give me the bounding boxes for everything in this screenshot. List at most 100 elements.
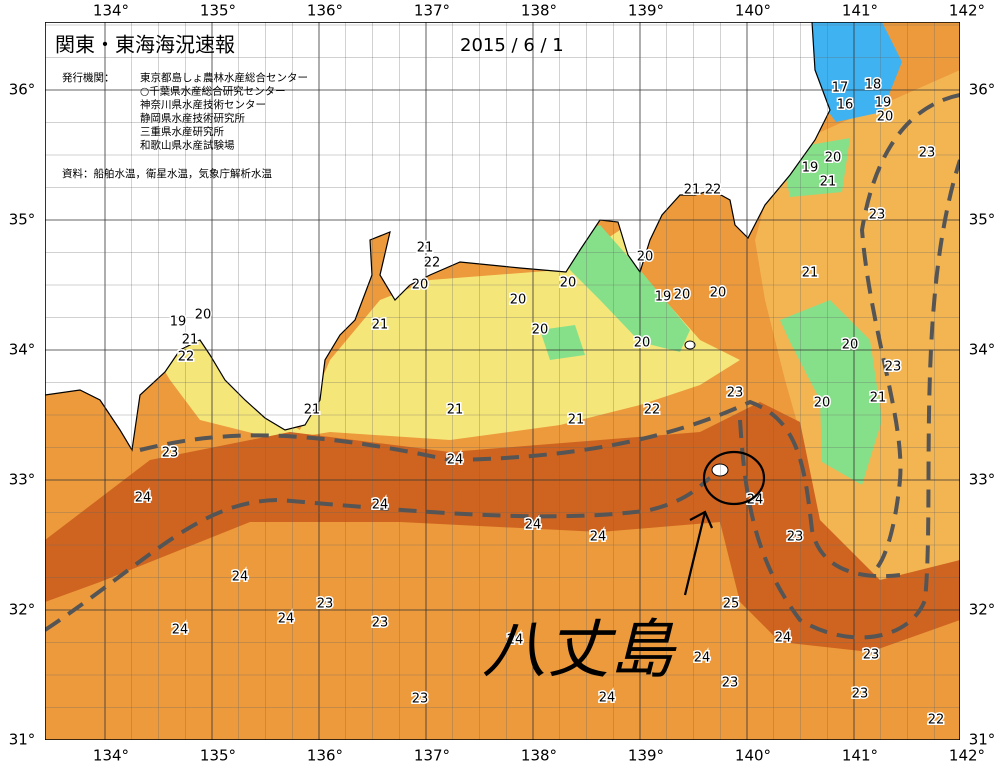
agency: 神奈川県水産技術センター: [140, 98, 266, 111]
longitude-label: 138°: [521, 747, 557, 765]
latitude-label: 36°: [969, 81, 996, 99]
contour-label: 24: [694, 651, 711, 666]
data-source: 資料：船舶水温，衛星水温，気象庁解析水温: [62, 167, 272, 180]
contour-label: 20: [532, 323, 549, 338]
agency: ○千葉県水産総合研究センター: [140, 85, 286, 98]
longitude-label: 136°: [307, 2, 343, 20]
latitude-label: 34°: [969, 341, 996, 359]
contour-label: 24: [135, 491, 152, 506]
contour-label: 24: [278, 612, 295, 627]
contour-label: 21: [304, 403, 321, 418]
longitude-label: 141°: [842, 2, 878, 20]
graticule: [45, 22, 960, 740]
agency-list: 東京都島しょ農林水産総合センター○千葉県水産総合研究センター神奈川県水産技術セン…: [140, 71, 308, 152]
contour-label: 23: [919, 146, 936, 161]
dashed-front: [45, 476, 712, 632]
contour-label: 21: [684, 183, 701, 198]
current-axis-lines: [45, 93, 960, 640]
contour-label: 17: [832, 81, 849, 96]
longitude-label: 134°: [93, 2, 129, 20]
contour-label: 20: [637, 250, 654, 265]
contour-label: 20: [674, 288, 691, 303]
longitude-label: 140°: [735, 747, 771, 765]
handwritten-annotation: 八丈島: [482, 614, 677, 688]
longitude-label: 134°: [93, 747, 129, 765]
contour-label: 23: [863, 648, 880, 663]
contour-label: 23: [885, 360, 902, 375]
cold-region: [780, 300, 882, 485]
contour-label: 22: [178, 350, 195, 365]
longitude-label: 140°: [735, 2, 771, 20]
latitude-label: 36°: [9, 81, 36, 99]
land: [45, 22, 831, 452]
contour-label: 25: [723, 597, 740, 612]
latitude-label: 35°: [9, 211, 36, 229]
contour-label: 21: [447, 403, 464, 418]
longitude-label: 142°: [949, 747, 985, 765]
agency: 静岡県水産技術研究所: [140, 112, 245, 125]
dashed-front: [738, 159, 960, 640]
longitude-label: 141°: [842, 747, 878, 765]
contour-label: 21: [417, 241, 434, 256]
longitude-label: 139°: [628, 2, 664, 20]
longitude-label: 137°: [414, 747, 450, 765]
contour-label: 22: [644, 403, 661, 418]
contour-label: 20: [842, 338, 859, 353]
dashed-front: [859, 93, 960, 572]
contour-label: 24: [525, 518, 542, 533]
contour-label: 21: [870, 391, 887, 406]
contour-label: 21: [568, 413, 585, 428]
island: [684, 340, 696, 350]
contour-label: 21: [372, 318, 389, 333]
longitude-label: 139°: [628, 747, 664, 765]
contour-label: 20: [877, 110, 894, 125]
contour-label: 16: [837, 98, 854, 113]
contour-label: 23: [722, 676, 739, 691]
contour-label: 21: [802, 266, 819, 281]
contour-label: 22: [928, 713, 945, 728]
contour-label: 21: [820, 175, 837, 190]
longitude-label: 136°: [307, 747, 343, 765]
contour-label: 23: [317, 597, 334, 612]
latitude-label: 32°: [969, 601, 996, 619]
agencies-label: 発行機関：: [62, 71, 115, 84]
contour-label: 20: [412, 278, 429, 293]
longitude-label: 137°: [414, 2, 450, 20]
contour-label: 24: [232, 570, 249, 585]
dashed-front: [139, 399, 901, 579]
contour-label: 23: [869, 208, 886, 223]
circle-mark: [702, 450, 766, 506]
contour-label: 20: [634, 336, 651, 351]
longitude-label: 138°: [521, 2, 557, 20]
island: [711, 463, 729, 477]
contour-label: 19: [170, 315, 187, 330]
kuroshio-band: [45, 402, 960, 652]
contour-label: 19: [655, 290, 672, 305]
agency: 和歌山県水産試験場: [140, 139, 235, 152]
contour-label: 20: [825, 151, 842, 166]
contour-label: 24: [590, 530, 607, 545]
contour-label: 24: [372, 498, 389, 513]
contour-label: 23: [852, 687, 869, 702]
contour-label: 20: [195, 308, 212, 323]
contour-label: 23: [162, 446, 179, 461]
contour-label: 21: [182, 333, 199, 348]
contour-label: 19: [802, 161, 819, 176]
contour-label: 22: [705, 183, 722, 198]
coldest-region: [805, 22, 902, 122]
contour-label: 23: [412, 692, 429, 707]
contour-label: 24: [747, 493, 764, 508]
contour-label: 20: [510, 293, 527, 308]
latitude-label: 35°: [969, 211, 996, 229]
latitude-label: 33°: [969, 471, 996, 489]
agency: 東京都島しょ農林水産総合センター: [140, 71, 308, 84]
agency: 三重県水産研究所: [140, 125, 224, 138]
latitude-label: 34°: [9, 341, 36, 359]
longitude-label: 135°: [200, 747, 236, 765]
contour-label: 23: [727, 386, 744, 401]
contour-label: 18: [865, 78, 882, 93]
latitude-label: 32°: [9, 601, 36, 619]
